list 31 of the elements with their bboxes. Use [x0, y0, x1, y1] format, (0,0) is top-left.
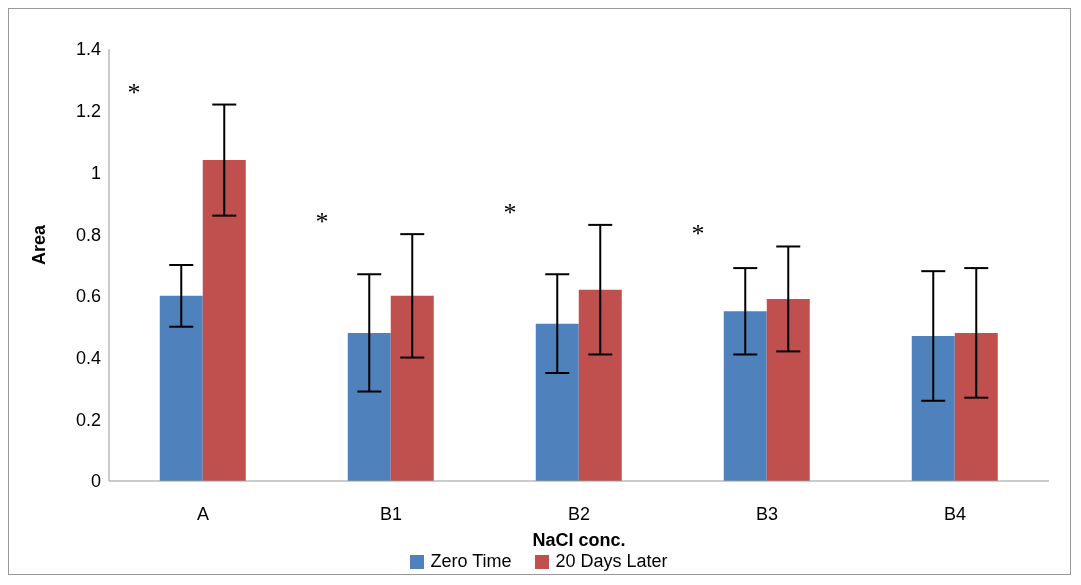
y-tick-label: 1 — [90, 162, 101, 183]
x-tick-label: A — [196, 503, 210, 524]
y-axis-title: Area — [29, 223, 50, 265]
bar — [390, 295, 434, 481]
annotation: * — [315, 207, 329, 237]
bar — [766, 298, 810, 481]
x-tick-label: B2 — [567, 503, 591, 524]
annotation: * — [127, 77, 141, 107]
y-tick-label: 0.8 — [75, 224, 101, 245]
legend-label: 20 Days Later — [554, 551, 668, 572]
legend-label: Zero Time — [429, 551, 512, 572]
y-tick-label: 0.4 — [75, 347, 101, 368]
bar — [911, 335, 955, 481]
bar — [578, 289, 622, 481]
annotation: * — [503, 197, 517, 227]
annotation: * — [691, 219, 705, 249]
x-tick-label: B3 — [755, 503, 779, 524]
y-tick-label: 1.2 — [75, 101, 101, 122]
x-tick-label: B4 — [943, 503, 967, 524]
bar — [202, 160, 246, 481]
bar — [954, 332, 998, 481]
bar — [347, 332, 391, 481]
bar — [159, 295, 203, 481]
bar — [723, 311, 767, 481]
x-tick-label: B1 — [379, 503, 403, 524]
x-axis-title: NaCl conc. — [532, 530, 626, 550]
y-tick-label: 0.2 — [75, 409, 101, 430]
y-tick-label: 0 — [90, 471, 101, 492]
y-tick-label: 0.6 — [75, 286, 101, 307]
y-tick-label: 1.4 — [75, 39, 101, 60]
bar — [535, 323, 579, 481]
